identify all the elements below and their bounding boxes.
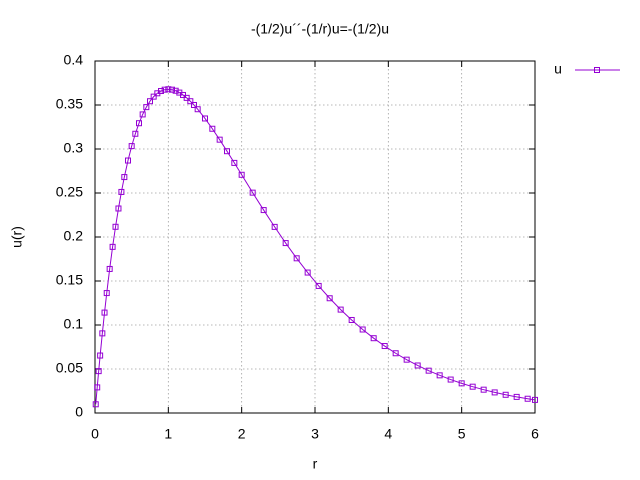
point (249, 189, 256, 196)
point (161, 86, 168, 93)
point (238, 171, 245, 178)
point (231, 159, 238, 166)
point (136, 120, 142, 127)
legend-marker (594, 67, 600, 73)
x-tick-label: 1 (164, 426, 172, 442)
point (132, 130, 139, 137)
point (392, 350, 399, 357)
y-tick-label: 0.05 (56, 360, 83, 376)
point (101, 309, 108, 316)
point (436, 372, 443, 379)
legend-label: u (554, 61, 562, 77)
point (304, 269, 311, 276)
point (502, 391, 509, 398)
point (165, 86, 172, 93)
x-axis-label: r (313, 456, 318, 472)
point (194, 106, 201, 113)
point (370, 335, 377, 342)
plot-border (94, 60, 536, 414)
point (491, 389, 498, 396)
point (109, 243, 116, 250)
point (150, 93, 157, 100)
point (158, 88, 164, 95)
x-tick-label: 6 (531, 426, 539, 442)
x-tick-label: 5 (458, 426, 466, 442)
point (216, 136, 223, 143)
point (513, 393, 520, 400)
point (532, 396, 538, 403)
point (381, 343, 388, 350)
point (348, 316, 355, 323)
chart-title: -(1/2)u´´-(1/r)u=-(1/2)u (251, 21, 389, 37)
point (359, 326, 366, 333)
y-tick-label: 0.15 (56, 272, 83, 288)
point (425, 367, 432, 374)
point (115, 205, 122, 212)
point (326, 295, 333, 302)
point (337, 306, 344, 313)
y-tick-label: 0.1 (64, 316, 84, 332)
point (458, 380, 465, 387)
point (260, 207, 267, 214)
y-tick-label: 0.35 (56, 96, 83, 112)
y-axis-label: u(r) (9, 226, 25, 248)
point (95, 368, 102, 375)
point (209, 125, 216, 132)
point (172, 87, 179, 94)
point (128, 143, 135, 150)
point (139, 111, 146, 118)
point (112, 223, 119, 230)
point (480, 386, 487, 393)
y-tick-label: 0.2 (64, 228, 84, 244)
point (169, 86, 175, 93)
x-tick-label: 3 (311, 426, 319, 442)
point (224, 148, 230, 155)
point (106, 265, 113, 272)
x-tick-label: 4 (384, 426, 392, 442)
point (315, 282, 322, 289)
y-tick-label: 0.25 (56, 184, 83, 200)
y-tick-label: 0.4 (64, 52, 84, 68)
point (202, 115, 208, 122)
point (183, 94, 190, 101)
point (99, 330, 106, 337)
point (271, 223, 278, 230)
point (103, 290, 110, 297)
y-tick-label: 0.3 (64, 140, 84, 156)
point (121, 174, 128, 181)
point (143, 104, 150, 111)
point (524, 395, 531, 402)
point (447, 376, 454, 383)
point (187, 98, 194, 105)
x-tick-label: 2 (238, 426, 246, 442)
point (147, 98, 153, 105)
point (94, 384, 101, 391)
point (282, 240, 289, 247)
point (125, 157, 131, 164)
point (403, 356, 410, 363)
y-tick-label: 0 (75, 404, 83, 420)
point (191, 102, 197, 108)
point (92, 401, 99, 408)
point (293, 255, 300, 262)
point (469, 383, 476, 390)
point (414, 362, 421, 369)
point (97, 352, 104, 359)
point (118, 188, 125, 195)
x-tick-label: 0 (91, 426, 99, 442)
